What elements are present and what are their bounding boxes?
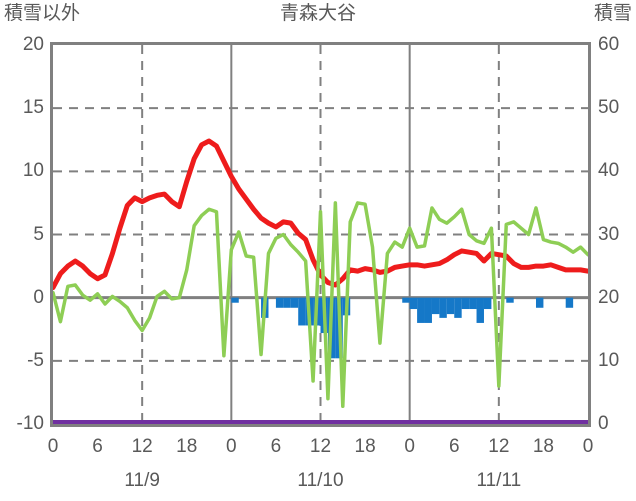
x-axis-tick: 0	[226, 436, 237, 457]
chart-title: 青森大谷	[279, 3, 356, 24]
y-axis-tick-right: 30	[598, 223, 620, 245]
y-axis-tick-left: -10	[16, 413, 44, 434]
x-axis-day-label: 11/10	[297, 470, 344, 491]
snowfall-bar	[290, 297, 299, 308]
snowfall-bar	[417, 297, 425, 323]
snowfall-bar	[535, 297, 544, 308]
x-axis-tick: 18	[176, 436, 198, 457]
y-axis-tick-right: 10	[598, 349, 620, 371]
snowfall-bar	[439, 297, 447, 318]
x-axis-tick: 12	[488, 436, 510, 457]
y-axis-tick-left: -5	[27, 349, 44, 371]
x-axis-tick: 18	[354, 436, 376, 457]
x-axis-day-label: 11/11	[476, 470, 522, 491]
snowfall-bar	[565, 297, 574, 308]
left-axis-title: 積雪以外	[4, 3, 81, 24]
x-axis-tick: 6	[448, 436, 460, 457]
x-axis-tick: 0	[582, 436, 594, 457]
y-axis-tick-left: 5	[33, 223, 44, 245]
x-axis-day-label: 11/9	[124, 470, 160, 491]
y-axis-tick-right: 50	[598, 97, 620, 119]
snowfall-bar	[275, 297, 284, 308]
snowfall-bar	[409, 297, 418, 310]
snowfall-bar	[283, 297, 291, 308]
y-axis-tick-left: 15	[22, 97, 44, 119]
snowfall-bar	[476, 297, 484, 323]
x-axis-tick: 6	[92, 436, 103, 457]
snowfall-bar	[446, 297, 455, 315]
snowfall-bar	[461, 297, 470, 310]
plot-inner	[53, 45, 588, 424]
snowfall-bar	[454, 297, 462, 318]
y-axis-tick-right: 20	[598, 286, 620, 308]
y-axis-tick-right: 60	[598, 34, 620, 55]
chart-svg	[53, 45, 588, 424]
snowfall-bar	[298, 297, 306, 326]
snowfall-bar	[424, 297, 432, 323]
y-axis-tick-left: 10	[22, 160, 44, 182]
snowfall-bar	[506, 297, 514, 303]
y-axis-tick-left: 0	[33, 286, 44, 308]
x-axis-tick: 6	[270, 436, 282, 457]
series-line-気温	[53, 138, 588, 291]
series-line-風速	[53, 201, 588, 409]
x-axis-tick: 0	[47, 436, 59, 457]
plot-area	[50, 42, 591, 427]
snowfall-bar	[402, 297, 410, 303]
y-axis-tick-right: 0	[598, 413, 609, 434]
y-axis-tick-left: 20	[22, 34, 44, 55]
snowfall-bar	[431, 297, 440, 315]
x-axis-tick: 12	[131, 436, 153, 457]
snowfall-bar	[469, 297, 477, 310]
y-axis-tick-right: 40	[598, 160, 620, 182]
snowfall-bar	[483, 297, 492, 310]
x-axis-tick: 12	[309, 436, 332, 457]
x-axis-tick: 0	[404, 436, 415, 457]
right-axis-title: 積雪	[593, 3, 632, 24]
snowfall-bar	[231, 297, 239, 303]
x-axis-tick: 18	[532, 436, 554, 457]
